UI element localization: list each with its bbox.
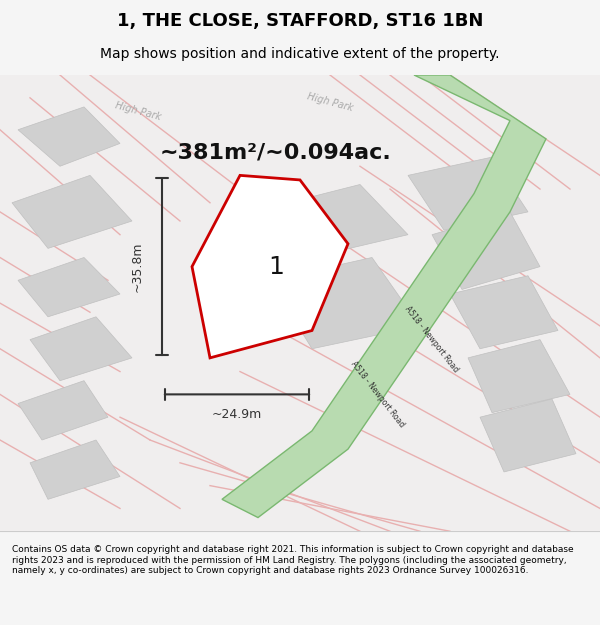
Text: ~35.8m: ~35.8m xyxy=(131,241,144,292)
Text: 1: 1 xyxy=(268,254,284,279)
Polygon shape xyxy=(18,258,120,317)
Text: ~24.9m: ~24.9m xyxy=(212,408,262,421)
Text: A518 - Newport Road: A518 - Newport Road xyxy=(403,305,461,374)
Text: Contains OS data © Crown copyright and database right 2021. This information is : Contains OS data © Crown copyright and d… xyxy=(12,545,574,575)
Polygon shape xyxy=(288,184,408,253)
Polygon shape xyxy=(18,107,120,166)
Polygon shape xyxy=(12,176,132,248)
Polygon shape xyxy=(30,317,132,381)
Polygon shape xyxy=(270,258,420,349)
Polygon shape xyxy=(480,399,576,472)
Polygon shape xyxy=(432,212,540,289)
Polygon shape xyxy=(450,276,558,349)
Polygon shape xyxy=(18,381,108,440)
Text: High Park: High Park xyxy=(306,91,354,113)
Text: High Park: High Park xyxy=(114,101,162,122)
Polygon shape xyxy=(192,176,348,358)
Text: Map shows position and indicative extent of the property.: Map shows position and indicative extent… xyxy=(100,47,500,61)
Text: ~381m²/~0.094ac.: ~381m²/~0.094ac. xyxy=(160,142,392,162)
Polygon shape xyxy=(30,440,120,499)
Text: A518 - Newport Road: A518 - Newport Road xyxy=(349,359,407,429)
Text: 1, THE CLOSE, STAFFORD, ST16 1BN: 1, THE CLOSE, STAFFORD, ST16 1BN xyxy=(117,12,483,30)
Polygon shape xyxy=(468,339,570,412)
Polygon shape xyxy=(222,75,546,518)
Polygon shape xyxy=(408,157,528,230)
